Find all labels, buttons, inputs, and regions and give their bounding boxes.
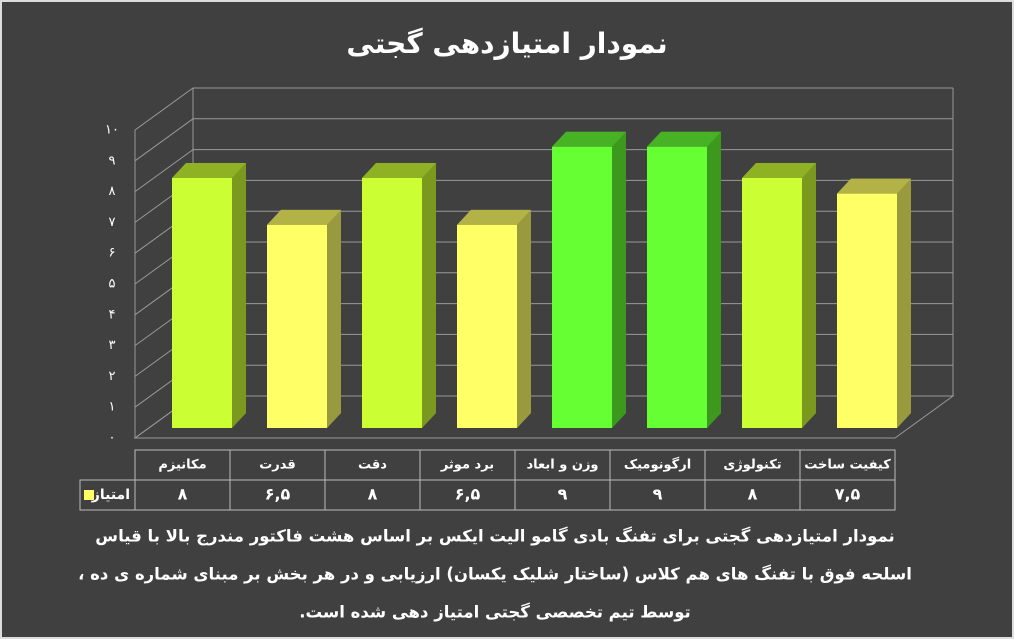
y-tick-label: ۲ bbox=[109, 369, 116, 384]
bar bbox=[172, 178, 232, 428]
table-value: ۸ bbox=[368, 485, 378, 504]
bar-side bbox=[897, 178, 911, 428]
caption-line: توسط تیم تخصصی گجتی امتیاز دهی شده است. bbox=[299, 602, 690, 623]
x-tick-label: قدرت bbox=[259, 458, 296, 473]
table-value: ۹ bbox=[653, 485, 663, 504]
bar-side-shade bbox=[612, 131, 626, 428]
table-value: ۶,۵ bbox=[455, 485, 481, 504]
bar-top bbox=[647, 131, 721, 147]
bar-top-shade bbox=[742, 163, 816, 178]
x-tick-label: وزن و ابعاد bbox=[526, 458, 598, 473]
grid-line bbox=[134, 118, 953, 162]
legend-swatch bbox=[84, 490, 94, 500]
data-table-legend-cell bbox=[79, 479, 136, 511]
y-tick-label: ۰ bbox=[109, 431, 116, 446]
bar-top bbox=[742, 163, 816, 178]
table-value: ۷,۵ bbox=[835, 485, 861, 504]
bar-top bbox=[362, 163, 436, 178]
x-tick-label: مکانیزم bbox=[158, 458, 206, 473]
bar-top-shade bbox=[837, 178, 911, 194]
legend-label: امتیاز bbox=[91, 487, 130, 503]
bar-top-shade bbox=[647, 131, 721, 147]
bar bbox=[552, 146, 612, 428]
caption-line: اسلحه فوق با تفنگ های هم کلاس (ساختار شل… bbox=[78, 564, 912, 585]
bar bbox=[362, 178, 422, 428]
table-value: ۸ bbox=[748, 485, 758, 504]
bar bbox=[647, 146, 707, 428]
bar-top-shade bbox=[267, 209, 341, 225]
y-tick-label: ۵ bbox=[109, 277, 116, 292]
bar-top-shade bbox=[457, 209, 531, 225]
caption-line: نمودار امتیازدهی گجتی برای تفنگ بادی گام… bbox=[95, 526, 894, 547]
bar-side bbox=[422, 163, 436, 428]
y-tick-label: ۳ bbox=[109, 338, 116, 353]
bar-top bbox=[837, 178, 911, 194]
y-tick-label: ۱۰ bbox=[105, 123, 119, 138]
table-value: ۸ bbox=[178, 485, 188, 504]
bar-top bbox=[267, 209, 341, 225]
bar-side bbox=[802, 163, 816, 428]
bar-top bbox=[552, 131, 626, 147]
bar-side-shade bbox=[422, 163, 436, 428]
bar-top bbox=[457, 209, 531, 225]
x-tick-label: برد موثر bbox=[440, 458, 494, 473]
bar-side-shade bbox=[897, 178, 911, 428]
bar bbox=[742, 178, 802, 428]
chart-title: نمودار امتیازدهی گجتی bbox=[346, 27, 667, 60]
y-tick-label: ۱ bbox=[109, 400, 116, 415]
bar-top-shade bbox=[362, 163, 436, 178]
y-tick-label: ۶ bbox=[109, 246, 116, 261]
bar-side bbox=[612, 131, 626, 428]
bar-top-shade bbox=[172, 163, 246, 178]
bar bbox=[457, 224, 517, 428]
y-tick-label: ۸ bbox=[109, 184, 116, 199]
x-tick-label: تکنولوژی bbox=[723, 458, 781, 473]
y-tick-label: ۷ bbox=[109, 215, 116, 230]
table-value: ۶,۵ bbox=[265, 485, 291, 504]
bar-top bbox=[172, 163, 246, 178]
bar-side-shade bbox=[802, 163, 816, 428]
floor bbox=[133, 395, 955, 439]
table-value: ۹ bbox=[558, 485, 568, 504]
bar-side-shade bbox=[327, 209, 341, 428]
x-tick-label: دقت bbox=[358, 458, 387, 473]
bar-side-shade bbox=[707, 131, 721, 428]
bar-top-shade bbox=[552, 131, 626, 147]
x-tick-label: ارگونومیک bbox=[624, 457, 691, 473]
bar-side-shade bbox=[232, 163, 246, 428]
x-tick-label: کیفیت ساخت bbox=[804, 458, 891, 473]
bar-side-shade bbox=[517, 209, 531, 428]
bar bbox=[837, 193, 897, 428]
bar bbox=[267, 224, 327, 428]
y-tick-label: ۹ bbox=[109, 153, 116, 168]
bar-side bbox=[232, 163, 246, 428]
bar-side bbox=[707, 131, 721, 428]
y-tick-label: ۴ bbox=[109, 307, 116, 322]
bar-side bbox=[327, 209, 341, 428]
bar-side bbox=[517, 209, 531, 428]
grid-line bbox=[134, 87, 953, 131]
